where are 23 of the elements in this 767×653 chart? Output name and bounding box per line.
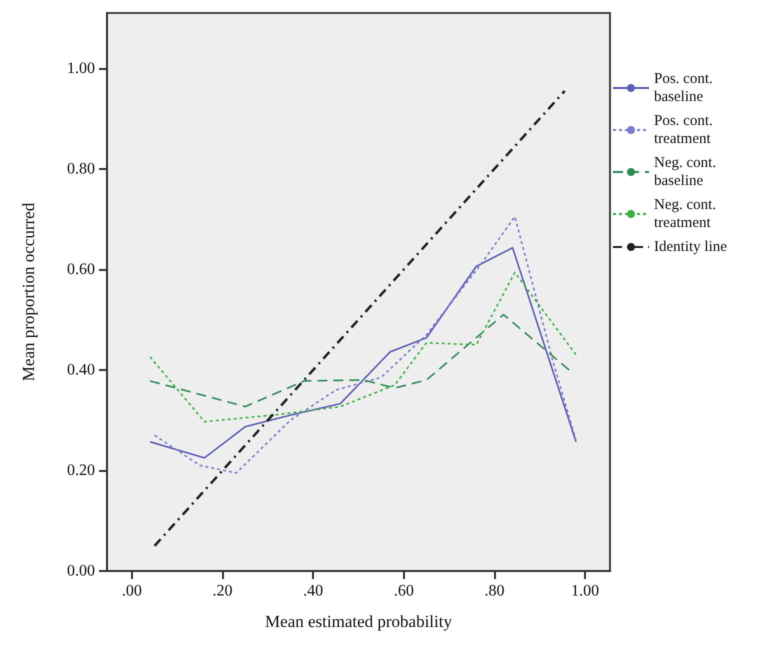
x-axis-title: Mean estimated probability [265, 612, 452, 631]
x-tick-label: .00 [122, 582, 142, 600]
legend-label: Neg. cont. baseline [654, 155, 720, 189]
line-series [149, 272, 577, 422]
y-tick-label: 0.00 [67, 562, 95, 580]
legend-label: Pos. cont. baseline [654, 71, 717, 105]
y-tick-label: 1.00 [67, 60, 95, 77]
line-series [154, 216, 577, 474]
x-tick-label: .40 [303, 582, 324, 600]
x-tick-label: .60 [394, 582, 414, 600]
y-tick-label: 0.40 [67, 361, 95, 378]
y-tick-label: 0.20 [67, 462, 95, 479]
x-tick-label: 1.00 [571, 582, 600, 600]
line-series [149, 246, 577, 459]
legend-label: Identity line [654, 239, 728, 255]
legend-label: Pos. cont. treatment [654, 113, 717, 147]
legend-label: Neg. cont. treatment [654, 197, 720, 231]
y-tick-label: 0.80 [67, 160, 95, 178]
y-axis-title: Mean proportion occurred [19, 202, 38, 382]
y-tick-label: 0.60 [67, 260, 95, 278]
line-series [149, 314, 572, 408]
x-tick-label: .80 [484, 582, 504, 600]
x-tick-label: .20 [212, 582, 233, 600]
